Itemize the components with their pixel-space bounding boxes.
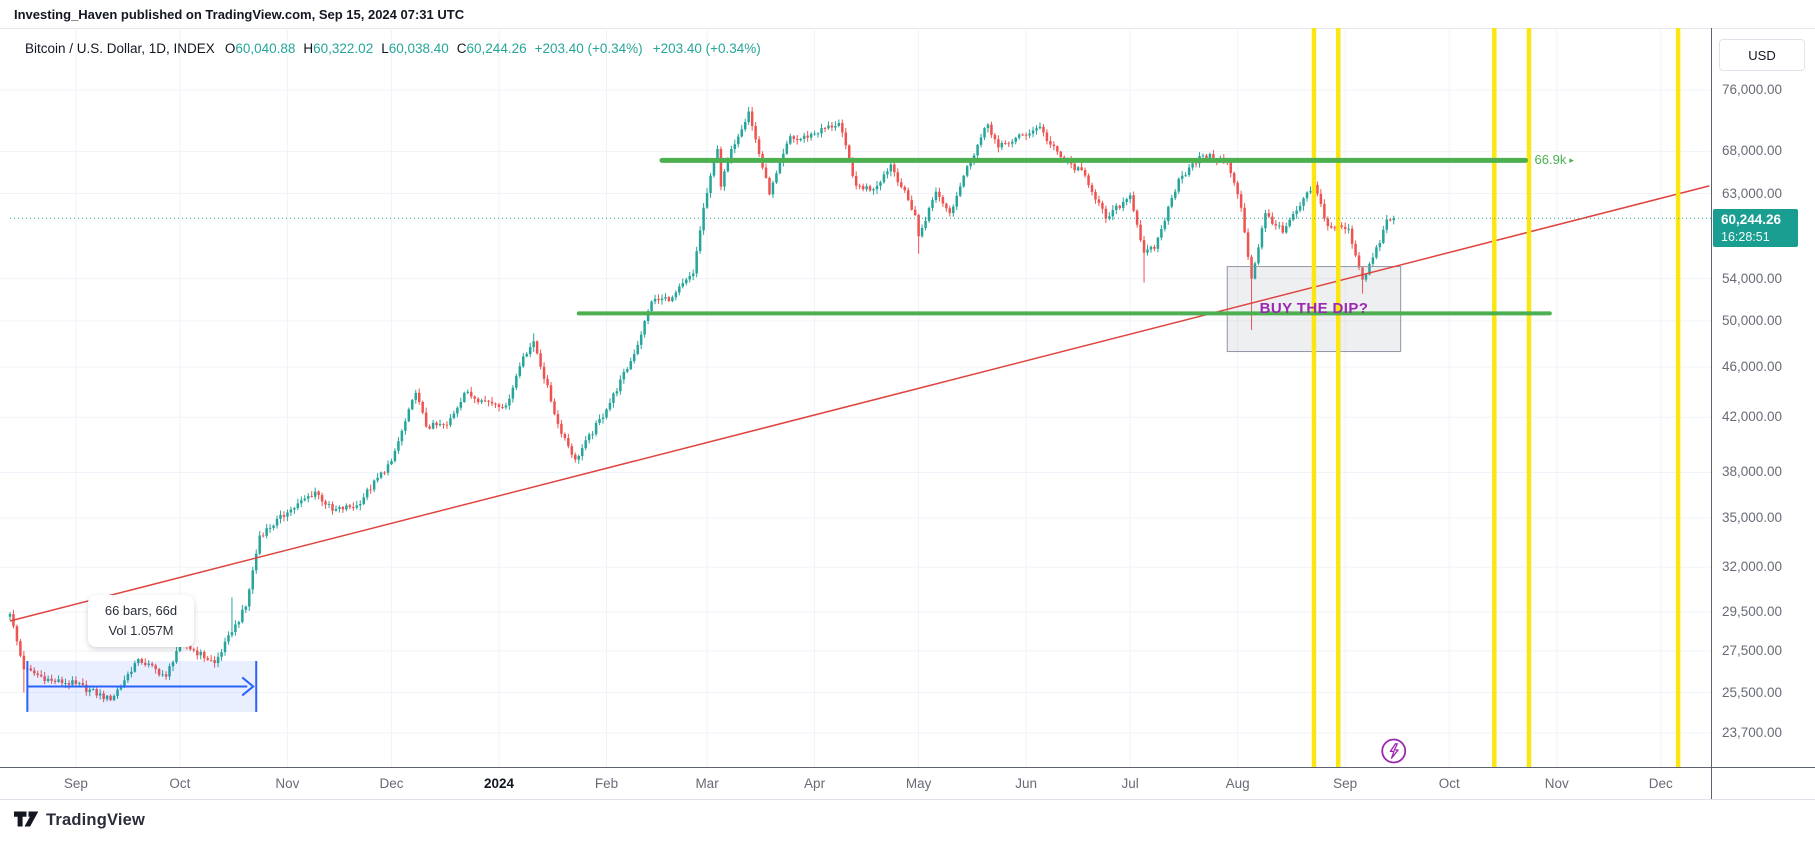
measure-arrowhead-icon (241, 676, 255, 697)
drawings-layer[interactable] (9, 28, 1711, 768)
tradingview-logo-icon (14, 811, 39, 827)
ohlc-values: O60,040.88 H60,322.02 L60,038.40 C60,244.26 (225, 41, 535, 56)
time-tick-label: Oct (169, 776, 191, 791)
time-tick-label: Oct (1438, 776, 1460, 791)
time-tick-label: Aug (1225, 776, 1250, 791)
price-tick-label: 32,000.00 (1722, 559, 1783, 575)
time-tick-label: Nov (1544, 776, 1569, 791)
measure-volume-text: Vol 1.057M (108, 623, 174, 638)
time-tick-label: Jul (1121, 776, 1139, 791)
publish-text: Investing_Haven published on TradingView… (14, 6, 465, 22)
price-tick-label: 76,000.00 (1722, 82, 1783, 98)
symbol-header[interactable]: Bitcoin / U.S. Dollar, 1D, INDEX O60,040… (25, 39, 771, 57)
last-price-value: 60,244.26 (1721, 211, 1782, 227)
measure-tool[interactable] (26, 660, 258, 712)
time-tick-label: Sep (63, 776, 88, 791)
ohlc-c: C60,244.26 (456, 40, 527, 56)
time-tick-label: Jun (1015, 776, 1037, 791)
price-tick-label: 38,000.00 (1722, 464, 1783, 480)
arrow-right-icon: ▸ (1569, 155, 1574, 166)
idea-lightning-icon[interactable] (1381, 738, 1407, 764)
price-tick-label: 23,700.00 (1722, 724, 1783, 740)
price-tick-label: 42,000.00 (1722, 409, 1783, 425)
candle-wicks-down (12, 106, 1391, 703)
lightning-bolt-icon (1389, 743, 1399, 759)
price-tick-label: 68,000.00 (1722, 143, 1783, 159)
resistance-price-label: 66.9k ▸ (1535, 152, 1574, 168)
time-tick-label: May (905, 776, 932, 791)
price-tick-label: 46,000.00 (1722, 359, 1783, 375)
price-tick-label: 27,500.00 (1722, 642, 1783, 658)
change-value-2: +203.40 (+0.34%) (652, 40, 761, 56)
publish-bar: Investing_Haven published on TradingView… (0, 0, 1815, 29)
price-tick-label: 25,500.00 (1722, 684, 1783, 700)
trendline[interactable] (9, 185, 1710, 622)
panel-separators (0, 28, 1815, 800)
ohlc-o: O60,040.88 (224, 40, 296, 56)
change-value: +203.40 (+0.34%) (534, 40, 643, 56)
ohlc-h: H60,322.02 (303, 40, 374, 56)
measure-bars-text: 66 bars, 66d (104, 603, 178, 618)
ohlc-l: L60,038.40 (381, 40, 449, 56)
currency-label: USD (1748, 47, 1776, 63)
time-tick-label: Apr (804, 776, 826, 791)
buy-the-dip-label[interactable]: BUY THE DIP? (1259, 300, 1369, 318)
bar-countdown: 16:28:51 (1721, 229, 1770, 244)
tradingview-brand-text: TradingView (46, 810, 146, 829)
price-tick-label: 35,000.00 (1722, 509, 1783, 525)
price-tick-label: 50,000.00 (1722, 313, 1783, 329)
time-tick-label: Dec (1648, 776, 1673, 791)
time-tick-label: Nov (275, 776, 300, 791)
price-tick-label: 29,500.00 (1722, 604, 1783, 620)
time-tick-label: 2024 (483, 776, 515, 791)
time-tick-label: Feb (594, 776, 619, 791)
measure-tooltip: 66 bars, 66d Vol 1.057M (88, 595, 194, 647)
last-price-badge: 60,244.26 16:28:51 (1713, 208, 1798, 247)
price-tick-label: 54,000.00 (1722, 270, 1783, 286)
time-tick-label: Sep (1333, 776, 1358, 791)
time-tick-label: Dec (379, 776, 404, 791)
currency-button[interactable]: USD (1719, 39, 1805, 71)
gridlines (0, 28, 1711, 768)
symbol-title: Bitcoin / U.S. Dollar, 1D, INDEX (25, 40, 215, 56)
tradingview-attribution[interactable]: TradingView (14, 810, 145, 830)
candles-layer (8, 106, 1395, 703)
resistance-price-text: 66.9k (1534, 152, 1567, 168)
price-tick-label: 63,000.00 (1722, 185, 1783, 201)
time-tick-label: Mar (695, 776, 719, 791)
